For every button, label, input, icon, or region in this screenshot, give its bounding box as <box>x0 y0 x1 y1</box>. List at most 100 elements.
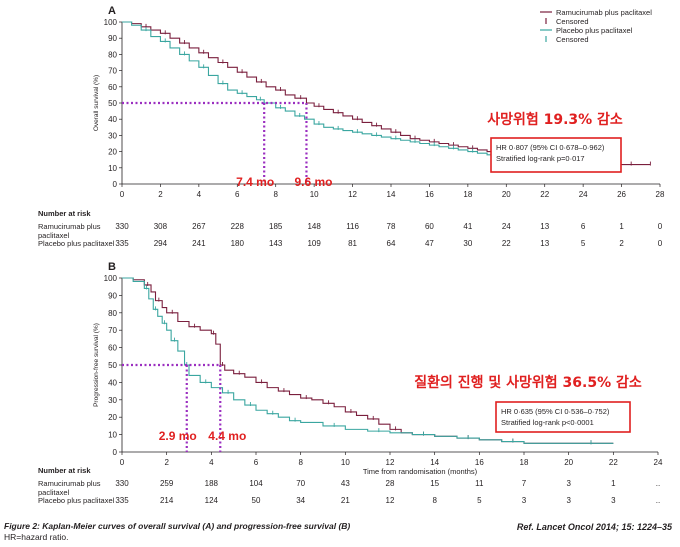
risk-count: 330 <box>115 479 129 488</box>
risk-count: 104 <box>249 479 263 488</box>
median-annotation: 2.9 mo <box>159 429 197 443</box>
y-tick-label: 40 <box>108 378 117 387</box>
x-tick-label: 6 <box>235 190 240 199</box>
x-tick-label: 0 <box>120 458 125 467</box>
y-tick-label: 80 <box>108 309 117 318</box>
risk-row-label: Placebo plus paclitaxel <box>38 239 115 248</box>
y-tick-label: 60 <box>108 83 117 92</box>
risk-row-label: paclitaxel <box>38 231 70 240</box>
risk-count: 308 <box>154 222 168 231</box>
risk-count: 294 <box>154 239 168 248</box>
risk-count: 180 <box>231 239 245 248</box>
hazard-ratio-text: Stratified log-rank p=0·017 <box>496 154 585 163</box>
x-tick-label: 16 <box>425 190 434 199</box>
risk-count: 13 <box>540 239 549 248</box>
figure-caption: Figure 2: Kaplan-Meier curves of overall… <box>4 521 350 543</box>
y-tick-label: 90 <box>108 34 117 43</box>
risk-count: 148 <box>307 222 321 231</box>
x-tick-label: 8 <box>298 458 303 467</box>
number-at-risk-title: Number at risk <box>38 209 91 218</box>
caption-note: HR=hazard ratio. <box>4 532 69 542</box>
legend-entry: Ramucirumab plus paclitaxel <box>556 8 652 17</box>
x-tick-label: 2 <box>158 190 163 199</box>
legend-entry: Censored <box>556 35 589 44</box>
risk-count: 5 <box>477 496 482 505</box>
risk-count: 8 <box>432 496 437 505</box>
risk-count: 12 <box>386 496 395 505</box>
risk-reduction-annotation: 질환의 진행 및 사망위험 36.5% 감소 <box>414 374 642 391</box>
risk-count: 50 <box>252 496 261 505</box>
median-annotation: 4.4 mo <box>208 429 246 443</box>
x-tick-label: 12 <box>348 190 357 199</box>
y-tick-label: 70 <box>108 67 117 76</box>
risk-row-label: Ramucirumab plus <box>38 222 101 231</box>
x-tick-label: 22 <box>540 190 549 199</box>
risk-count: 0 <box>658 239 663 248</box>
risk-count: 3 <box>611 496 616 505</box>
x-tick-label: 4 <box>209 458 214 467</box>
number-at-risk-title: Number at risk <box>38 466 91 475</box>
risk-count: 116 <box>346 222 359 231</box>
risk-count: 0 <box>658 222 663 231</box>
risk-count: 109 <box>307 239 321 248</box>
risk-count: 188 <box>205 479 219 488</box>
x-tick-label: 24 <box>654 458 663 467</box>
x-tick-label: 18 <box>463 190 472 199</box>
risk-count: 3 <box>522 496 527 505</box>
y-tick-label: 30 <box>108 396 117 405</box>
x-tick-label: 20 <box>502 190 511 199</box>
risk-count: 6 <box>581 222 586 231</box>
y-axis-label: Progression-free survival (%) <box>93 323 100 407</box>
panel-label: A <box>108 5 116 17</box>
x-tick-label: 4 <box>197 190 202 199</box>
x-tick-label: 20 <box>564 458 573 467</box>
risk-count: 2 <box>619 239 624 248</box>
y-tick-label: 100 <box>104 274 118 283</box>
risk-count: 11 <box>475 479 484 488</box>
risk-count: 7 <box>522 479 527 488</box>
risk-count: 3 <box>566 479 571 488</box>
y-tick-label: 10 <box>108 431 117 440</box>
risk-count: 1 <box>619 222 624 231</box>
caption-title: Figure 2: Kaplan-Meier curves of overall… <box>4 521 351 531</box>
legend-entry: Censored <box>556 17 589 26</box>
y-tick-label: 10 <box>108 164 117 173</box>
x-tick-label: 12 <box>386 458 395 467</box>
x-tick-label: 14 <box>430 458 439 467</box>
risk-count: 1 <box>611 479 616 488</box>
panel-label: B <box>108 261 116 273</box>
risk-count: 13 <box>540 222 549 231</box>
hazard-ratio-box <box>495 401 631 433</box>
risk-count: 70 <box>296 479 305 488</box>
survival-curve-placebo <box>122 277 614 444</box>
hazard-ratio-text: Stratified log-rank p<0·0001 <box>501 418 594 427</box>
x-tick-label: 14 <box>387 190 396 199</box>
risk-count: 185 <box>269 222 283 231</box>
risk-count: 143 <box>269 239 283 248</box>
risk-count: 335 <box>115 239 129 248</box>
x-tick-label: 6 <box>254 458 259 467</box>
legend-entry: Placebo plus paclitaxel <box>556 26 633 35</box>
risk-count: 21 <box>341 496 350 505</box>
risk-count: 241 <box>192 239 206 248</box>
y-tick-label: 40 <box>108 115 117 124</box>
x-tick-label: 10 <box>341 458 350 467</box>
risk-count: 43 <box>341 479 350 488</box>
y-tick-label: 100 <box>104 18 118 27</box>
x-tick-label: 24 <box>579 190 588 199</box>
risk-count: 22 <box>502 239 511 248</box>
y-tick-label: 30 <box>108 131 117 140</box>
risk-count: .. <box>656 496 660 505</box>
hazard-ratio-text: HR 0·635 (95% CI 0·536–0·752) <box>501 407 610 416</box>
risk-row-label: Placebo plus paclitaxel <box>38 496 115 505</box>
risk-count: 330 <box>115 222 129 231</box>
y-tick-label: 50 <box>108 361 117 370</box>
median-annotation: 7.4 mo <box>236 175 274 189</box>
x-tick-label: 26 <box>617 190 626 199</box>
risk-count: 124 <box>205 496 219 505</box>
x-tick-label: 18 <box>520 458 529 467</box>
hazard-ratio-box <box>490 137 622 173</box>
risk-count: 214 <box>160 496 174 505</box>
